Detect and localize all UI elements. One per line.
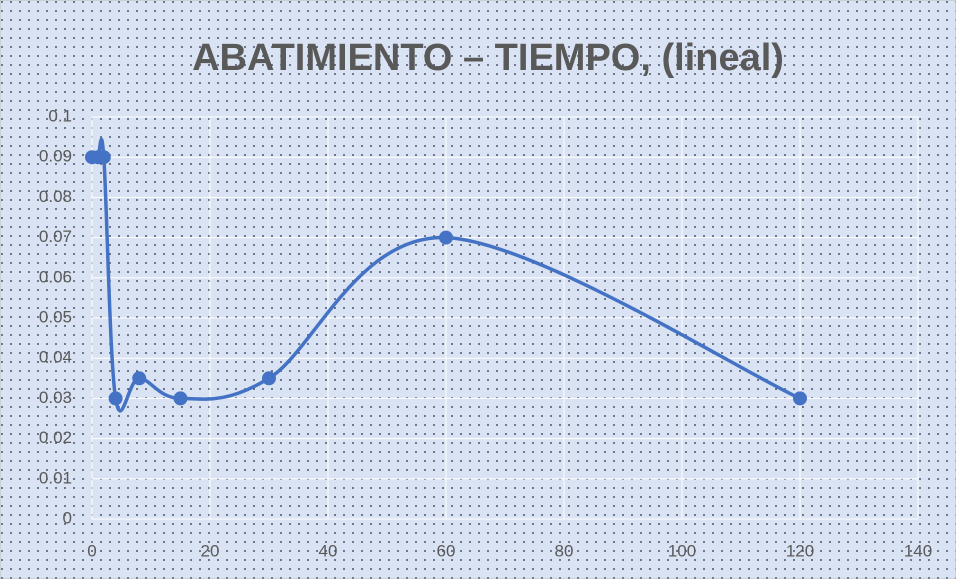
data-point [173,391,188,406]
y-tick-label: 0.03 [39,388,72,407]
x-tick-label: 40 [319,541,338,560]
data-point [108,391,123,406]
y-tick-label: 0.08 [39,187,72,206]
y-tick-label: 0.02 [39,428,72,447]
y-tick-label: 0.05 [39,307,72,326]
x-tick-label: 80 [555,541,574,560]
x-tick-label: 100 [668,541,696,560]
x-tick-label: 120 [786,541,814,560]
y-tick-label: 0.04 [39,348,72,367]
x-tick-label: 140 [904,541,932,560]
y-tick-label: 0.1 [48,106,72,125]
y-tick-label: 0.07 [39,227,72,246]
y-tick-label: 0.06 [39,267,72,286]
x-tick-label: 0 [87,541,96,560]
y-tick-label: 0 [63,508,72,527]
x-tick-label: 20 [201,541,220,560]
chart-title: ABATIMIENTO – TIEMPO, (lineal) [192,37,784,79]
data-point [439,230,453,245]
data-point [132,371,147,386]
data-point [96,150,111,165]
data-point [262,371,276,386]
x-tick-label: 60 [437,541,456,560]
y-tick-label: 0.09 [39,147,72,166]
series-line [92,137,801,413]
data-point [793,391,807,406]
y-tick-label: 0.01 [39,468,72,487]
